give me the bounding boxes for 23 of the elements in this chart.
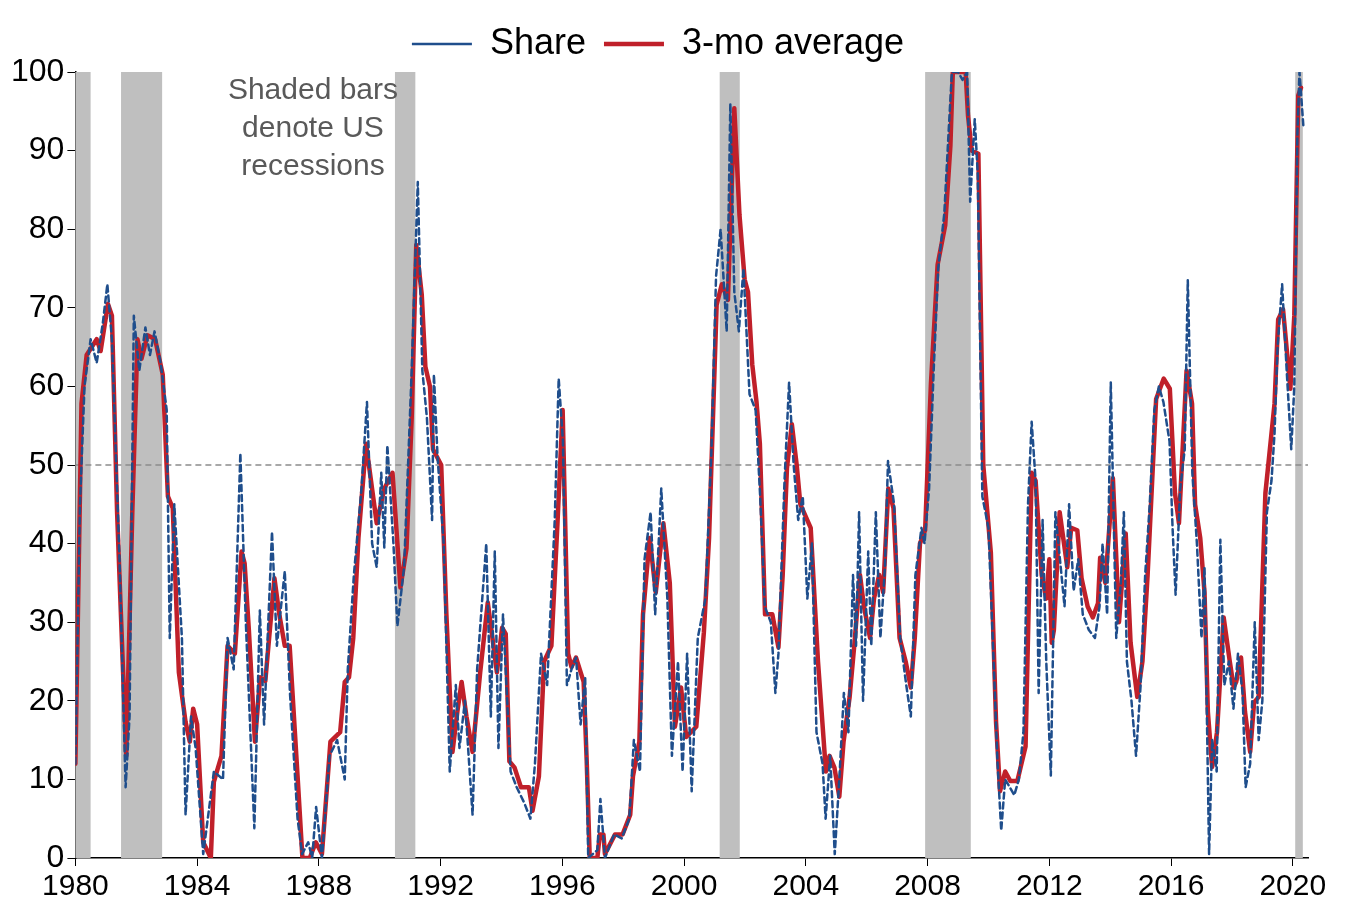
y-tick-label: 80 xyxy=(28,209,65,246)
y-tick-label: 40 xyxy=(28,523,65,560)
x-tick-label: 1992 xyxy=(407,868,474,902)
y-tick-label: 30 xyxy=(28,602,65,639)
legend-label: 3-mo average xyxy=(681,20,905,62)
x-tick-label: 2012 xyxy=(1015,868,1083,902)
x-tick-label: 1996 xyxy=(528,868,596,902)
y-tick-label: 90 xyxy=(28,130,65,167)
x-tick-label: 2020 xyxy=(1259,868,1327,902)
y-tick-label: 50 xyxy=(28,444,65,481)
x-tick-label: 1988 xyxy=(285,868,353,902)
x-tick-label: 1984 xyxy=(163,868,231,902)
legend-label: Share xyxy=(489,20,586,62)
x-tick-label: 2000 xyxy=(650,868,718,902)
annotation: Shaded bars denote US recessions xyxy=(226,71,400,183)
y-tick-label: 70 xyxy=(28,287,65,324)
y-tick-label: 10 xyxy=(28,759,65,796)
y-tick-label: 60 xyxy=(28,366,65,403)
y-tick-label: 100 xyxy=(11,51,65,88)
x-tick-label: 2016 xyxy=(1137,868,1205,902)
y-tick-label: 20 xyxy=(28,680,65,717)
x-tick-label: 2008 xyxy=(894,868,961,902)
x-tick-label: 2004 xyxy=(772,868,840,902)
